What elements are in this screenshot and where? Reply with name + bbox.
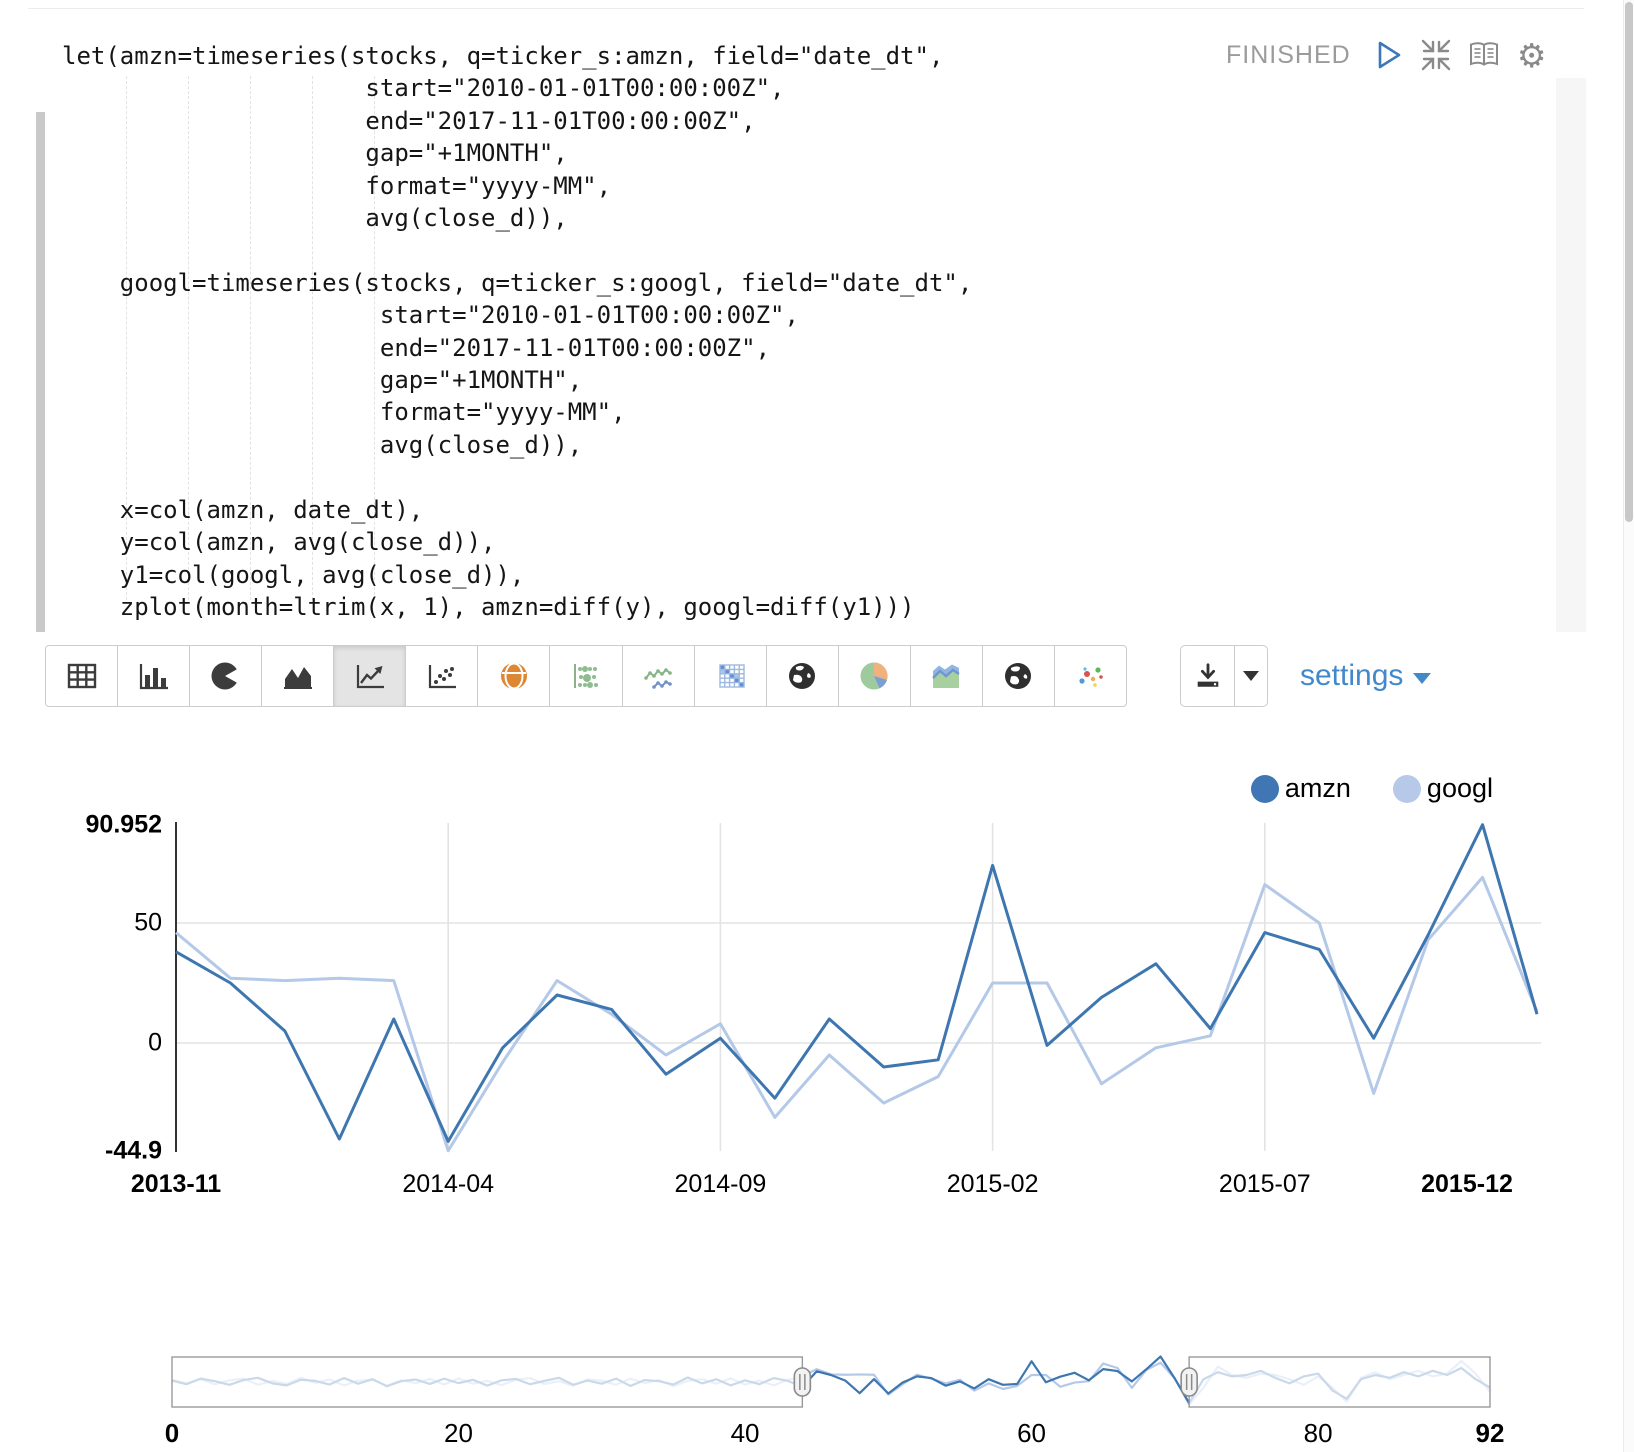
x-tick-label: 2013-11 <box>130 1170 222 1198</box>
brush-handle[interactable] <box>793 1367 812 1397</box>
play-icon[interactable] <box>1371 38 1405 72</box>
table-icon[interactable] <box>46 646 119 706</box>
download-caret-icon[interactable] <box>1235 646 1267 706</box>
status-badge: FINISHED <box>1226 40 1351 69</box>
scatter-plot-icon[interactable] <box>406 646 479 706</box>
legend-dot <box>1250 774 1279 803</box>
legend-item-amzn[interactable]: amzn <box>1250 773 1351 804</box>
settings-label: settings <box>1300 659 1404 692</box>
scatter-color-icon[interactable] <box>1054 646 1126 706</box>
y-tick-label: 50 <box>134 908 162 937</box>
x-tick-label: 2015-12 <box>1421 1170 1513 1198</box>
indent-guide <box>374 76 375 600</box>
series-googl-line <box>175 875 1539 1153</box>
chart-legend: amzn googl <box>1250 773 1493 804</box>
brush-mask <box>1188 1356 1491 1408</box>
area-chart-icon[interactable] <box>262 646 335 706</box>
y-tick-label: 90.952 <box>85 810 162 839</box>
legend-label: googl <box>1426 773 1493 803</box>
paragraph-controls: FINISHED ⚙ <box>1226 38 1549 72</box>
editor-scroll-track[interactable] <box>1556 78 1586 632</box>
page-scrollbar[interactable] <box>1623 0 1634 1452</box>
legend-item-googl[interactable]: googl <box>1392 773 1493 804</box>
indent-guide <box>126 76 127 600</box>
context-chart: 0 20 40 60 80 92 <box>0 1340 1634 1452</box>
legend-label: amzn <box>1284 773 1351 803</box>
chevron-down-icon <box>1413 672 1432 684</box>
context-x-tick-label: 40 <box>730 1418 760 1448</box>
x-tick-label: 2014-09 <box>674 1170 767 1198</box>
paragraph-top-border <box>28 8 1584 9</box>
context-x-tick-label: 60 <box>1017 1418 1047 1448</box>
x-tick-label: 2015-07 <box>1218 1170 1311 1198</box>
area-chart-color-icon[interactable] <box>910 646 983 706</box>
download-icon[interactable] <box>1181 646 1235 706</box>
globe-dark-icon[interactable] <box>766 646 839 706</box>
bubble-chart-icon[interactable] <box>550 646 623 706</box>
y-tick-label: 0 <box>148 1028 162 1057</box>
settings-button[interactable]: settings <box>1300 645 1432 707</box>
indent-guide <box>188 76 189 600</box>
gear-icon[interactable]: ⚙ <box>1516 36 1547 74</box>
indent-guide <box>312 76 313 600</box>
chart-type-toolbar <box>45 645 1127 707</box>
page-scrollbar-thumb[interactable] <box>1625 2 1633 522</box>
pie-chart-icon[interactable] <box>190 646 263 706</box>
brush-mask <box>171 1356 804 1408</box>
main-chart-svg[interactable] <box>0 718 1634 1218</box>
x-tick-label: 2015-02 <box>946 1170 1039 1198</box>
download-split-button <box>1180 645 1268 707</box>
book-icon[interactable] <box>1467 38 1501 72</box>
globe-dark-2-icon[interactable] <box>982 646 1055 706</box>
map-globe-orange-icon[interactable] <box>478 646 551 706</box>
code-editor[interactable]: let(amzn=timeseries(stocks, q=ticker_s:a… <box>62 42 973 621</box>
editor-gutter-bar <box>36 112 45 632</box>
y-tick-label: -44.9 <box>105 1136 162 1165</box>
compress-icon[interactable] <box>1419 38 1453 72</box>
legend-dot <box>1392 774 1421 803</box>
indent-guide <box>250 76 251 600</box>
pie-chart-color-icon[interactable] <box>838 646 911 706</box>
x-tick-label: 2014-04 <box>402 1170 495 1198</box>
context-x-tick-label: 20 <box>444 1418 473 1448</box>
main-chart: amzn googl 90.952 50 0 -44.9 2013-11 2014-04 2… <box>0 718 1634 1218</box>
series-amzn-line <box>175 823 1539 1143</box>
brush-handle[interactable] <box>1180 1367 1198 1397</box>
multi-line-chart-icon[interactable] <box>622 646 695 706</box>
context-x-tick-label: 92 <box>1475 1418 1505 1448</box>
bar-chart-icon[interactable] <box>118 646 191 706</box>
line-chart-icon[interactable] <box>334 646 407 706</box>
context-x-tick-label: 80 <box>1303 1418 1333 1448</box>
context-x-tick-label: 0 <box>164 1418 180 1448</box>
heatmap-icon[interactable] <box>694 646 767 706</box>
context-chart-svg[interactable] <box>0 1340 1634 1416</box>
